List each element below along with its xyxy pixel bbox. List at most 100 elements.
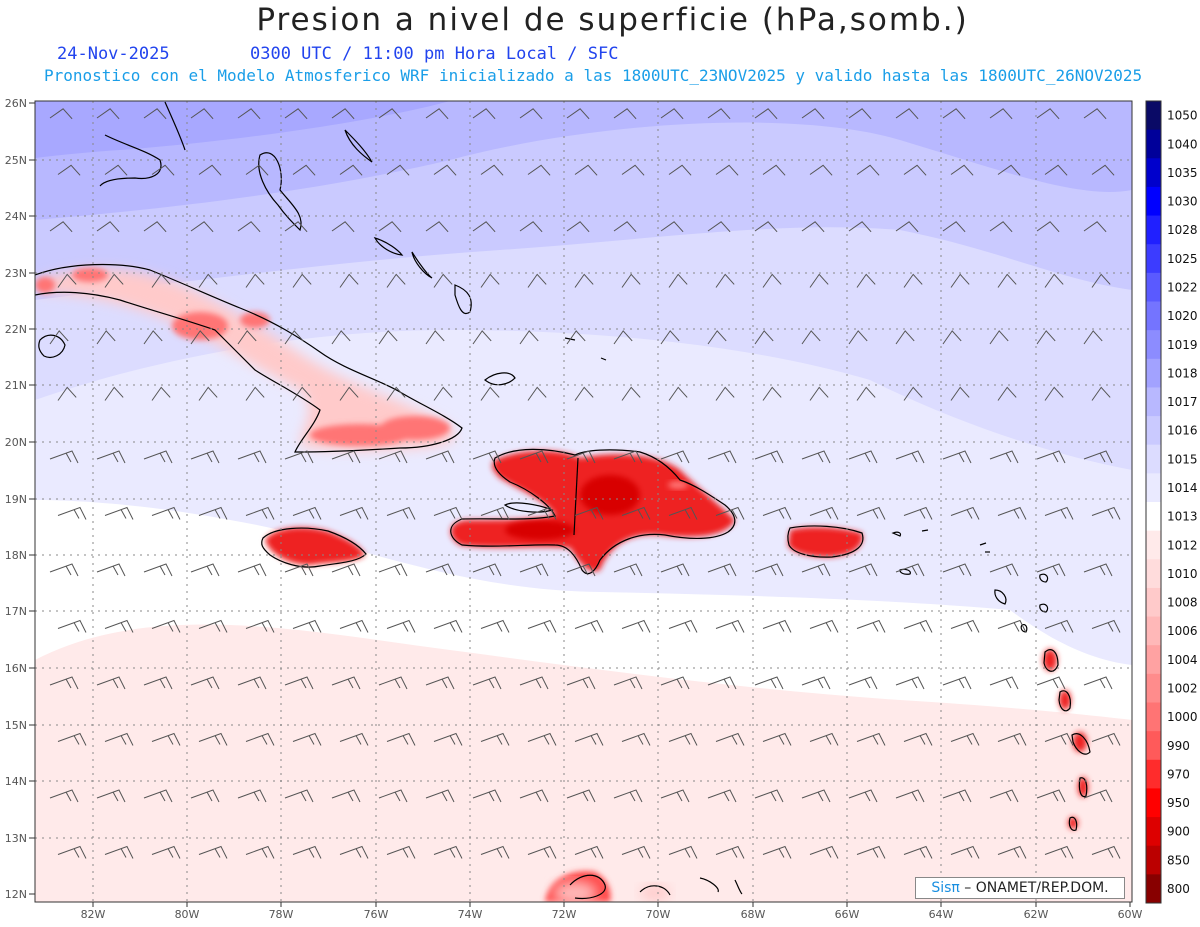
wind-barb bbox=[57, 164, 81, 176]
colorbar: 1050 1040 1035 1030 1028 1025 1022 1020 1019 1018… bbox=[1145, 100, 1198, 904]
valid-date: 24-Nov-2025 bbox=[57, 44, 170, 64]
wind-barb bbox=[754, 450, 784, 464]
wind-barb bbox=[104, 732, 134, 746]
wind-barb bbox=[613, 789, 643, 803]
lat-label: 21N bbox=[5, 379, 27, 392]
wind-barb bbox=[198, 732, 228, 746]
wind-barb bbox=[989, 563, 1019, 577]
wind-barb bbox=[895, 789, 925, 803]
wind-barb bbox=[480, 273, 500, 288]
wind-barb bbox=[848, 108, 872, 120]
wind-barb bbox=[989, 450, 1019, 464]
wind-barb bbox=[104, 619, 134, 633]
wind-barb bbox=[143, 108, 167, 120]
wind-barb bbox=[198, 273, 218, 288]
wind-barb bbox=[614, 903, 642, 915]
wind-barb bbox=[151, 732, 181, 746]
wind-barb bbox=[331, 221, 355, 233]
wind-barb bbox=[668, 506, 698, 520]
wind-barb bbox=[1091, 506, 1121, 520]
lat-label: 13N bbox=[5, 832, 27, 845]
wind-barb bbox=[1044, 386, 1064, 401]
wind-barb bbox=[245, 273, 265, 288]
wind-barb bbox=[386, 845, 416, 859]
lat-label: 19N bbox=[5, 493, 27, 506]
wind-barb bbox=[668, 845, 698, 859]
wind-barb bbox=[856, 619, 886, 633]
wind-barb bbox=[621, 386, 641, 401]
wind-barb bbox=[801, 108, 825, 120]
wind-barb bbox=[707, 676, 737, 690]
wind-barb bbox=[574, 845, 604, 859]
wind-barb bbox=[57, 386, 77, 401]
colorbar-swatch bbox=[1146, 330, 1161, 360]
wind-barb bbox=[425, 563, 455, 577]
wind-barb bbox=[1044, 164, 1068, 176]
wind-barb bbox=[331, 108, 355, 120]
lon-label: 60W bbox=[1118, 908, 1143, 921]
wind-barb bbox=[856, 273, 876, 288]
wind-barb bbox=[950, 732, 980, 746]
wind-barb bbox=[143, 450, 173, 464]
colorbar-label: 1013 bbox=[1167, 510, 1198, 524]
wind-barb bbox=[50, 903, 78, 915]
wind-barb bbox=[143, 563, 173, 577]
wind-barb bbox=[668, 273, 688, 288]
wind-barb bbox=[245, 506, 275, 520]
wind-barb bbox=[707, 450, 737, 464]
wind-barb bbox=[292, 386, 312, 401]
wind-barb bbox=[566, 563, 596, 577]
wind-barb bbox=[480, 506, 510, 520]
wind-barb bbox=[903, 845, 933, 859]
credit-text: – ONAMET/REP.DOM. bbox=[959, 880, 1109, 896]
wind-barb bbox=[997, 273, 1017, 288]
wind-barb bbox=[472, 450, 502, 464]
colorbar-label: 990 bbox=[1167, 739, 1190, 753]
colorbar-label: 950 bbox=[1167, 796, 1190, 810]
wind-barb bbox=[237, 108, 261, 120]
lat-label: 26N bbox=[5, 97, 27, 110]
wind-barb bbox=[1036, 676, 1066, 690]
wind-barb bbox=[950, 845, 980, 859]
wind-barb bbox=[668, 164, 692, 176]
wind-barb bbox=[143, 330, 163, 345]
wind-barb bbox=[566, 676, 596, 690]
colorbar-swatch bbox=[1146, 817, 1161, 847]
wind-barb bbox=[1044, 845, 1074, 859]
lon-label: 72W bbox=[552, 908, 577, 921]
lon-ticks bbox=[92, 902, 1131, 907]
wind-barb bbox=[425, 221, 449, 233]
wind-barb bbox=[809, 619, 839, 633]
wind-barb bbox=[433, 273, 453, 288]
wind-barb bbox=[151, 619, 181, 633]
wind-barb bbox=[386, 164, 410, 176]
colorbar-swatch bbox=[1146, 759, 1161, 789]
colorbar-label: 1017 bbox=[1167, 395, 1198, 409]
colorbar-swatch bbox=[1146, 502, 1161, 532]
wind-barb bbox=[613, 330, 633, 345]
colorbar-swatch bbox=[1146, 559, 1161, 589]
wind-barb bbox=[1083, 676, 1113, 690]
wind-barb bbox=[245, 386, 265, 401]
lat-label: 20N bbox=[5, 436, 27, 449]
lon-label: 78W bbox=[269, 908, 294, 921]
wind-barb bbox=[151, 164, 175, 176]
wind-barb bbox=[1083, 563, 1113, 577]
colorbar-label: 1028 bbox=[1167, 223, 1198, 237]
wind-barb bbox=[245, 732, 275, 746]
wind-barb bbox=[989, 221, 1013, 233]
wind-barb bbox=[292, 506, 322, 520]
wind-barb bbox=[1084, 903, 1112, 915]
wind-barb bbox=[1083, 789, 1113, 803]
wind-barb bbox=[433, 619, 463, 633]
wind-barb bbox=[378, 330, 398, 345]
wind-barb bbox=[292, 164, 316, 176]
wind-barb bbox=[1083, 221, 1107, 233]
wind-barb bbox=[527, 845, 557, 859]
wind-barb bbox=[660, 450, 690, 464]
wind-barb bbox=[856, 506, 886, 520]
wind-barb bbox=[378, 221, 402, 233]
wind-barb bbox=[1044, 273, 1064, 288]
wind-barb bbox=[284, 563, 314, 577]
wind-barb bbox=[284, 221, 308, 233]
